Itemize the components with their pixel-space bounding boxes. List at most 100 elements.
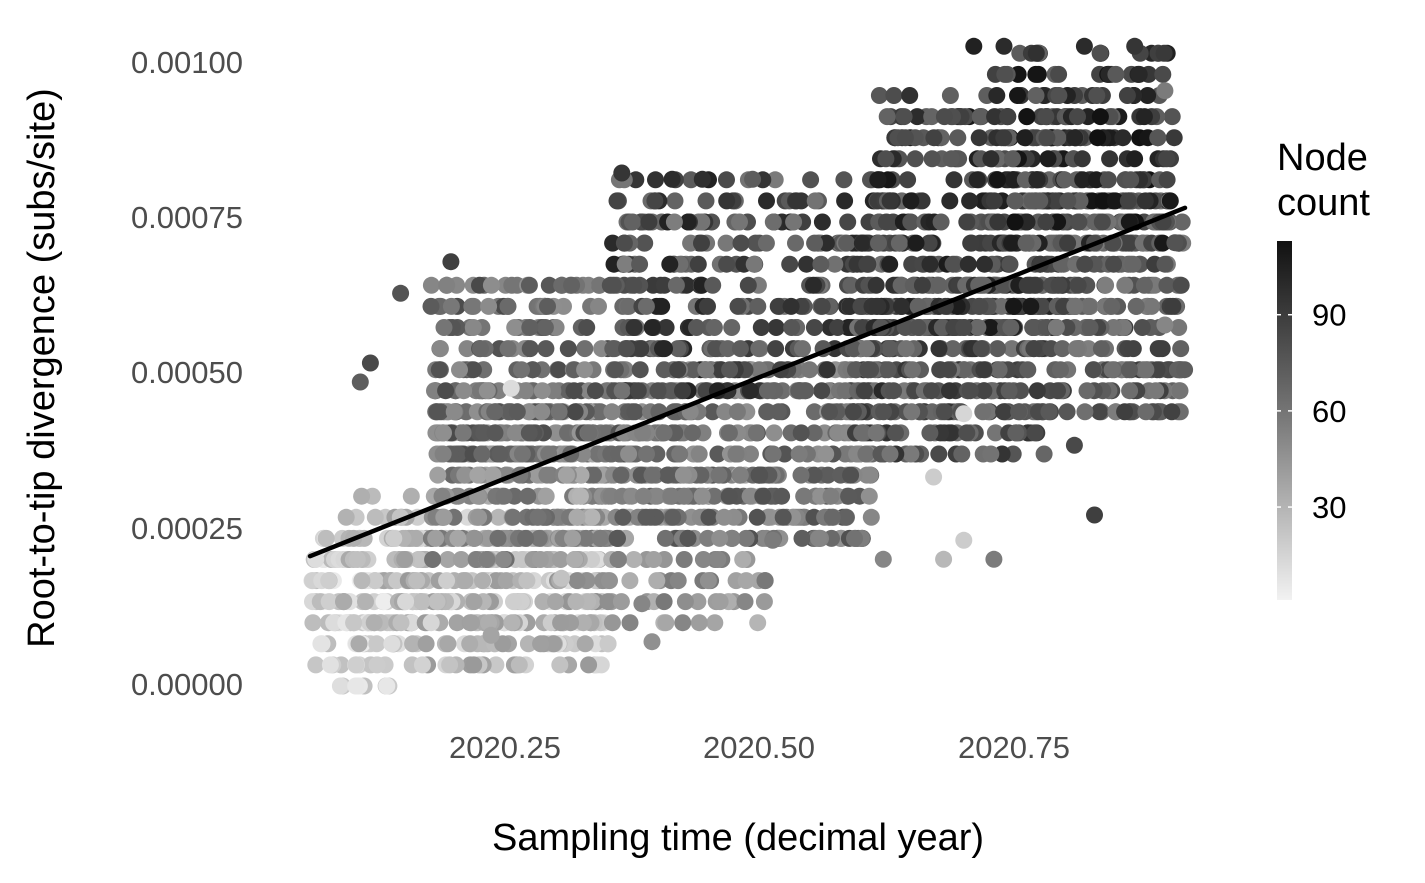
- data-point: [944, 340, 962, 358]
- data-point: [903, 403, 921, 421]
- data-point: [838, 234, 856, 252]
- data-point: [1154, 234, 1172, 252]
- data-point: [921, 424, 939, 442]
- data-point: [731, 340, 749, 358]
- data-point: [901, 87, 919, 104]
- data-point: [1156, 316, 1174, 334]
- data-point: [896, 129, 914, 147]
- data-point: [1172, 276, 1190, 294]
- data-point: [669, 572, 687, 590]
- data-point: [890, 234, 908, 252]
- data-point: [965, 37, 983, 55]
- data-point: [1106, 192, 1124, 210]
- data-point: [417, 635, 435, 653]
- data-point: [748, 508, 766, 526]
- data-point: [449, 529, 467, 547]
- data-point: [1005, 297, 1023, 315]
- data-point: [792, 424, 810, 442]
- data-point: [580, 424, 598, 442]
- data-point: [689, 255, 707, 273]
- data-point: [1026, 424, 1044, 442]
- data-point: [646, 487, 664, 505]
- data-point: [675, 551, 693, 568]
- data-point: [438, 572, 456, 590]
- data-point: [1091, 44, 1109, 62]
- data-point: [961, 192, 979, 210]
- data-point: [392, 614, 410, 632]
- data-point: [705, 319, 723, 336]
- data-point: [599, 593, 617, 611]
- data-point: [464, 361, 482, 379]
- legend-tick-label: 30: [1312, 490, 1346, 525]
- data-point: [643, 633, 661, 651]
- data-point: [813, 382, 831, 400]
- data-point: [431, 340, 449, 358]
- data-points: [303, 37, 1194, 695]
- data-point: [365, 614, 383, 632]
- x-axis-title: Sampling time (decimal year): [492, 817, 984, 859]
- data-point: [435, 508, 453, 526]
- data-point: [550, 361, 567, 379]
- data-point: [870, 87, 888, 104]
- data-point: [1010, 403, 1028, 421]
- data-point: [486, 403, 504, 421]
- data-point: [572, 466, 590, 484]
- data-point: [603, 403, 621, 421]
- data-point: [452, 551, 470, 568]
- data-point: [756, 572, 774, 590]
- data-point: [655, 424, 673, 442]
- data-point: [955, 531, 973, 549]
- data-point: [537, 340, 555, 358]
- data-point: [1118, 87, 1136, 104]
- color-legend: Node count 30 60 90: [1277, 137, 1370, 600]
- data-point: [1126, 37, 1144, 55]
- data-point: [1005, 171, 1022, 189]
- data-point: [697, 361, 715, 379]
- data-point: [769, 297, 787, 315]
- data-point: [472, 340, 489, 358]
- data-point: [671, 445, 689, 463]
- data-point: [1006, 192, 1024, 210]
- data-point: [643, 466, 661, 484]
- data-point: [1155, 44, 1173, 62]
- data-point: [494, 551, 512, 568]
- data-point: [533, 403, 551, 421]
- data-point: [736, 593, 754, 611]
- data-point: [620, 297, 638, 315]
- data-point: [920, 234, 938, 252]
- data-point: [741, 487, 759, 505]
- data-point: [613, 164, 631, 182]
- data-point: [674, 382, 691, 400]
- data-point: [591, 529, 609, 547]
- data-point: [1127, 297, 1145, 315]
- data-point: [448, 614, 466, 632]
- data-point: [410, 551, 428, 568]
- data-point: [552, 551, 570, 568]
- data-point: [648, 572, 666, 590]
- data-point: [625, 276, 643, 294]
- data-point: [870, 234, 887, 252]
- data-point: [764, 213, 782, 231]
- data-point: [787, 234, 804, 252]
- data-point: [608, 192, 626, 210]
- data-point: [1028, 171, 1046, 189]
- regression-line: [307, 205, 1188, 559]
- data-point: [781, 255, 799, 273]
- data-point: [538, 466, 556, 484]
- data-point: [478, 551, 496, 568]
- data-point: [454, 424, 472, 442]
- data-point: [982, 150, 1000, 168]
- data-point: [482, 276, 500, 294]
- data-point: [521, 340, 539, 358]
- data-point: [451, 361, 468, 379]
- data-point: [530, 529, 548, 547]
- data-point: [999, 108, 1017, 126]
- data-point: [1135, 108, 1153, 126]
- data-point: [790, 445, 808, 463]
- regression-line-group: [307, 205, 1188, 559]
- legend-title-line2: count: [1277, 182, 1370, 224]
- data-point: [750, 340, 768, 358]
- data-point: [499, 340, 517, 358]
- data-point: [1081, 319, 1099, 336]
- data-point: [470, 508, 488, 526]
